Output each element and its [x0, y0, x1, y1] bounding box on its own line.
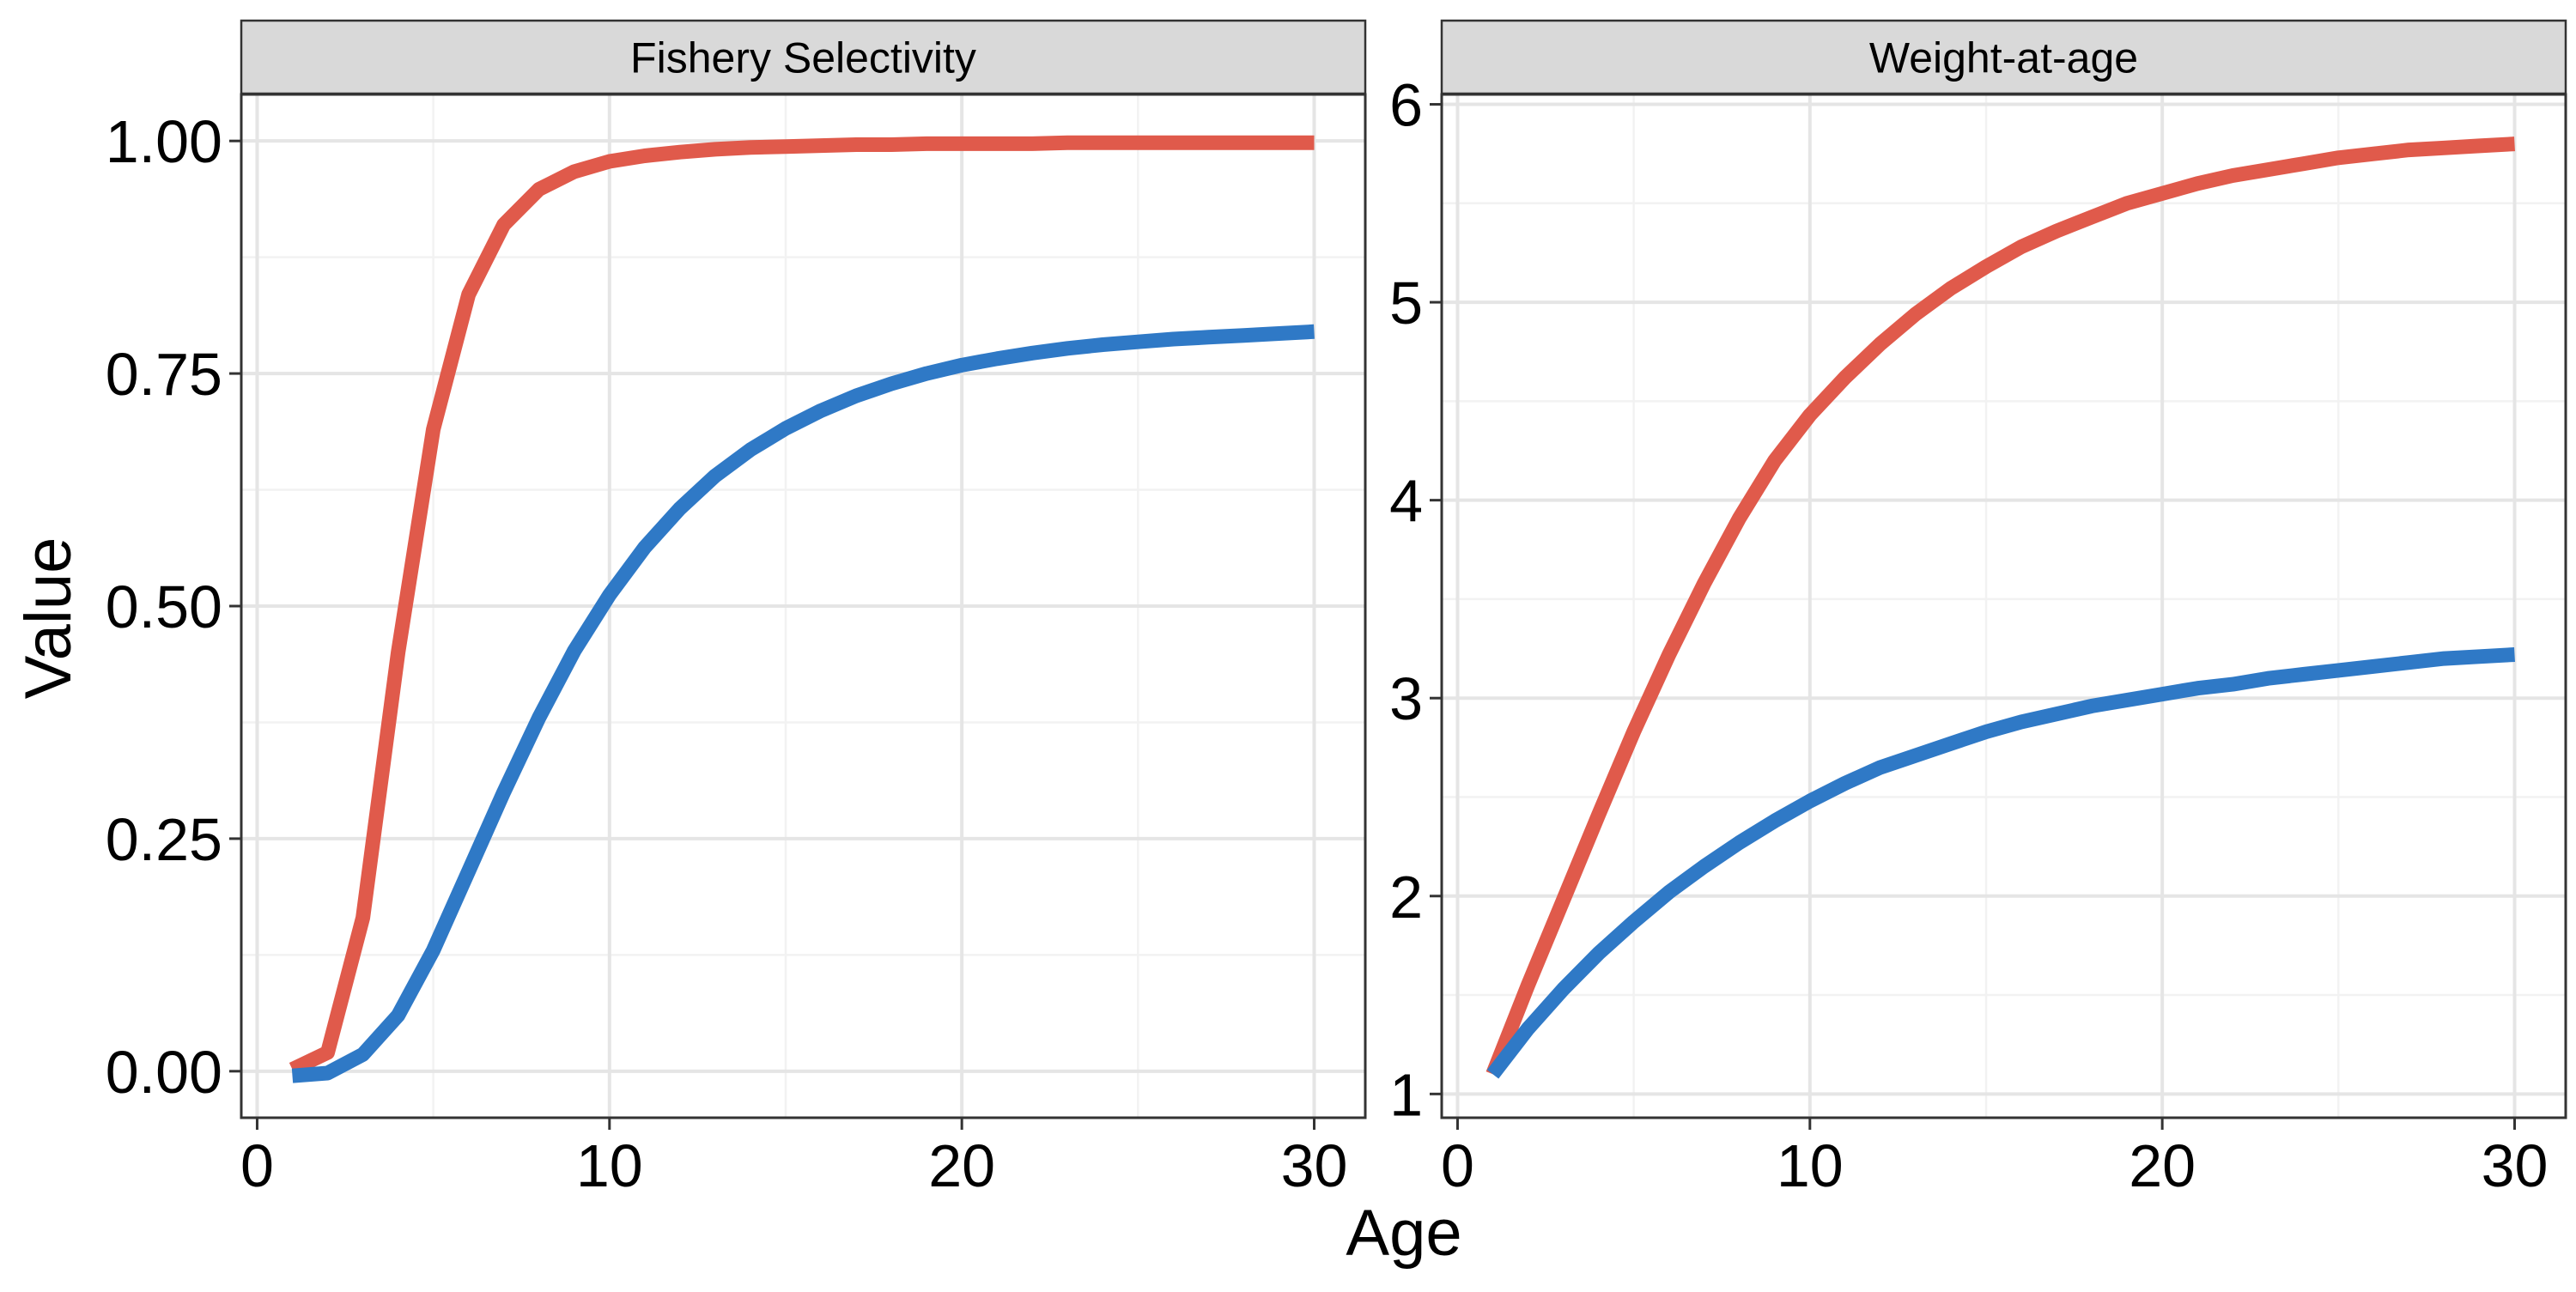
- x-tick-label-0: 0: [240, 1132, 274, 1199]
- series-line-red: [1485, 136, 2515, 1077]
- series-line-red: [289, 135, 1315, 1077]
- x-tick-label-30: 30: [1281, 1132, 1348, 1199]
- x-tick-label-30: 30: [2482, 1132, 2549, 1199]
- panel-border: [1440, 93, 2567, 1119]
- y-tick-label-2: 2: [1389, 864, 1423, 931]
- panel-fishery-selectivity: Fishery Selectivity 0 10 20 30 0.00 0.25 0.50 0.…: [106, 19, 1367, 1199]
- x-tick-label-20: 20: [2129, 1132, 2196, 1199]
- panel-background: [1442, 94, 2566, 1118]
- y-tick-label-0: 0.00: [106, 1039, 222, 1106]
- y-tick-label-1: 1.00: [106, 108, 222, 175]
- x-axis-title: Age: [1346, 1197, 1461, 1270]
- series-line-blue: [1486, 647, 2515, 1079]
- y-tick-label-6: 6: [1389, 72, 1423, 139]
- facet-strip-label: Fishery Selectivity: [630, 34, 976, 82]
- facet-strip-label: Weight-at-age: [1869, 34, 2138, 82]
- y-axis-title: Value: [12, 537, 85, 700]
- y-tick-label-4: 4: [1389, 468, 1423, 535]
- facet-strip: [240, 19, 1367, 95]
- x-tick-label-10: 10: [576, 1132, 643, 1199]
- panel-weight-at-age: Weight-at-age 0 10 20 30 1 2 3 4 5 6: [1389, 19, 2567, 1199]
- x-tick-label-0: 0: [1441, 1132, 1474, 1199]
- x-tick-label-10: 10: [1777, 1132, 1844, 1199]
- y-tick-label-0_75: 0.75: [106, 341, 222, 408]
- facet-strip: [1440, 19, 2567, 95]
- x-tick-label-20: 20: [928, 1132, 995, 1199]
- series-line-blue: [291, 324, 1315, 1083]
- y-tick-label-5: 5: [1389, 270, 1423, 337]
- y-tick-label-0_25: 0.25: [106, 806, 222, 873]
- y-tick-label-0_5: 0.50: [106, 573, 222, 640]
- y-tick-label-1: 1: [1389, 1061, 1423, 1128]
- y-tick-label-3: 3: [1389, 665, 1423, 732]
